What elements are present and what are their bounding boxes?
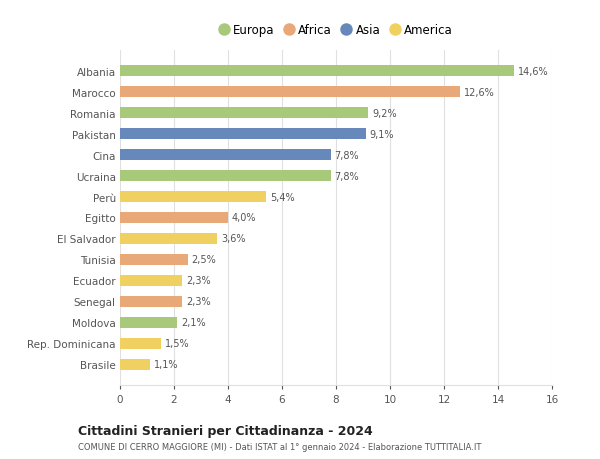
- Bar: [120, 87, 460, 98]
- Text: 2,1%: 2,1%: [181, 318, 205, 328]
- Text: 2,3%: 2,3%: [186, 276, 211, 286]
- Bar: [120, 107, 368, 119]
- Text: 5,4%: 5,4%: [270, 192, 295, 202]
- Bar: [120, 296, 182, 308]
- Bar: [120, 191, 266, 203]
- Text: Cittadini Stranieri per Cittadinanza - 2024: Cittadini Stranieri per Cittadinanza - 2…: [78, 425, 373, 437]
- Bar: [120, 212, 228, 224]
- Text: COMUNE DI CERRO MAGGIORE (MI) - Dati ISTAT al 1° gennaio 2024 - Elaborazione TUT: COMUNE DI CERRO MAGGIORE (MI) - Dati IST…: [78, 442, 481, 451]
- Text: 3,6%: 3,6%: [221, 234, 246, 244]
- Text: 2,3%: 2,3%: [186, 297, 211, 307]
- Text: 7,8%: 7,8%: [335, 171, 359, 181]
- Bar: [120, 275, 182, 286]
- Text: 12,6%: 12,6%: [464, 87, 495, 97]
- Bar: [120, 150, 331, 161]
- Bar: [120, 338, 161, 349]
- Text: 9,1%: 9,1%: [370, 129, 394, 139]
- Bar: [120, 129, 366, 140]
- Text: 14,6%: 14,6%: [518, 67, 549, 77]
- Bar: [120, 170, 331, 182]
- Bar: [120, 66, 514, 77]
- Bar: [120, 254, 187, 266]
- Text: 7,8%: 7,8%: [335, 150, 359, 160]
- Bar: [120, 233, 217, 245]
- Text: 2,5%: 2,5%: [191, 255, 217, 265]
- Text: 9,2%: 9,2%: [373, 108, 397, 118]
- Text: 4,0%: 4,0%: [232, 213, 257, 223]
- Text: 1,5%: 1,5%: [164, 339, 189, 349]
- Legend: Europa, Africa, Asia, America: Europa, Africa, Asia, America: [214, 20, 458, 42]
- Bar: [120, 317, 176, 329]
- Text: 1,1%: 1,1%: [154, 359, 178, 369]
- Bar: [120, 359, 150, 370]
